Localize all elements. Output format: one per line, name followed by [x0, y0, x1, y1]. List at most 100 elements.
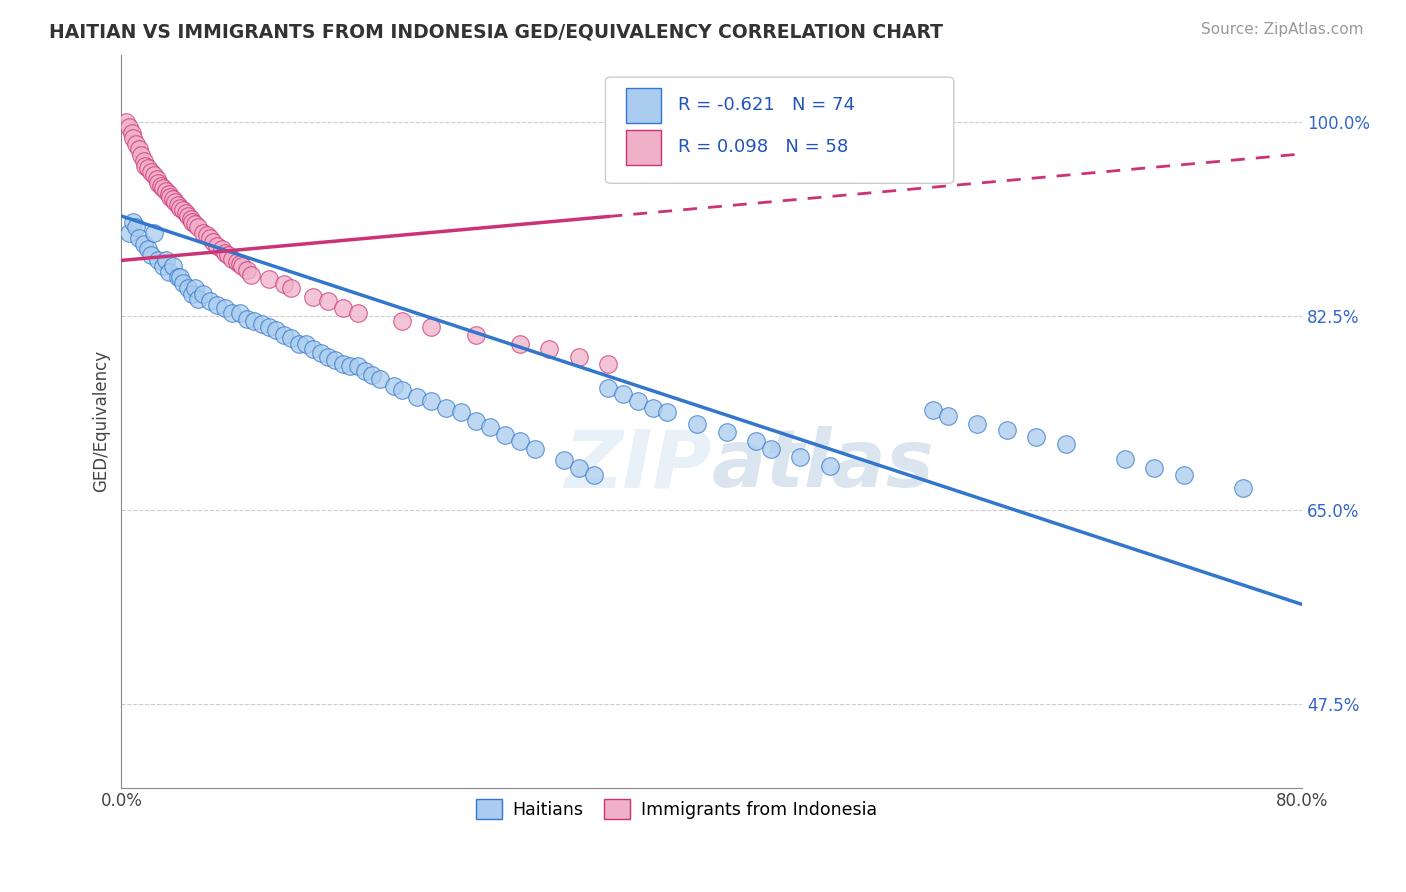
Point — [273, 327, 295, 342]
Point — [494, 427, 516, 442]
Point — [332, 301, 354, 315]
Point — [316, 294, 339, 309]
Point — [118, 226, 141, 240]
Point — [1025, 430, 1047, 444]
Point — [121, 126, 143, 140]
Point — [198, 294, 221, 309]
Text: atlas: atlas — [711, 426, 935, 504]
Point — [115, 114, 138, 128]
Point — [172, 276, 194, 290]
Point — [325, 353, 347, 368]
Point — [641, 401, 664, 415]
Point — [136, 243, 159, 257]
Point — [309, 345, 332, 359]
Point — [384, 379, 406, 393]
Point — [155, 253, 177, 268]
Point — [162, 193, 184, 207]
Point — [391, 384, 413, 398]
Point — [405, 390, 427, 404]
Point — [598, 381, 620, 395]
Point — [538, 342, 561, 356]
Point — [228, 257, 250, 271]
Point — [166, 198, 188, 212]
Point — [221, 305, 243, 319]
Point — [142, 168, 165, 182]
Point — [157, 186, 180, 201]
Point — [214, 245, 236, 260]
Point — [391, 314, 413, 328]
FancyBboxPatch shape — [626, 130, 661, 165]
Text: R = 0.098   N = 58: R = 0.098 N = 58 — [678, 137, 848, 156]
Point — [1054, 436, 1077, 450]
Point — [172, 203, 194, 218]
Point — [122, 131, 145, 145]
Point — [184, 217, 207, 231]
Point — [136, 161, 159, 176]
Point — [280, 281, 302, 295]
Point — [128, 143, 150, 157]
Point — [553, 453, 575, 467]
Point — [228, 305, 250, 319]
Point — [181, 214, 204, 228]
Point — [166, 270, 188, 285]
Point — [191, 226, 214, 240]
Point — [236, 263, 259, 277]
Point — [966, 417, 988, 431]
Point — [266, 323, 288, 337]
Point — [1114, 452, 1136, 467]
Point — [420, 394, 443, 409]
Point — [132, 236, 155, 251]
Point — [273, 277, 295, 291]
Point — [191, 286, 214, 301]
FancyBboxPatch shape — [626, 88, 661, 123]
Point — [509, 336, 531, 351]
FancyBboxPatch shape — [606, 77, 953, 183]
Point — [346, 359, 368, 373]
Text: Source: ZipAtlas.com: Source: ZipAtlas.com — [1201, 22, 1364, 37]
Point — [745, 434, 768, 449]
Point — [302, 290, 325, 304]
Point — [568, 461, 591, 475]
Point — [155, 184, 177, 198]
Point — [125, 220, 148, 235]
Point — [1232, 481, 1254, 495]
Point — [207, 239, 229, 253]
Text: HAITIAN VS IMMIGRANTS FROM INDONESIA GED/EQUIVALENCY CORRELATION CHART: HAITIAN VS IMMIGRANTS FROM INDONESIA GED… — [49, 22, 943, 41]
Point — [922, 403, 945, 417]
Legend: Haitians, Immigrants from Indonesia: Haitians, Immigrants from Indonesia — [470, 792, 884, 827]
Point — [243, 314, 266, 328]
Point — [287, 336, 309, 351]
Point — [236, 312, 259, 326]
Point — [231, 259, 253, 273]
Point — [125, 136, 148, 151]
Point — [420, 320, 443, 334]
Point — [523, 442, 546, 456]
Point — [1173, 467, 1195, 482]
Point — [257, 272, 280, 286]
Point — [509, 434, 531, 449]
Point — [132, 153, 155, 168]
Point — [169, 270, 191, 285]
Point — [180, 212, 202, 227]
Point — [332, 357, 354, 371]
Point — [201, 235, 224, 249]
Point — [187, 220, 209, 235]
Point — [257, 320, 280, 334]
Point — [139, 248, 162, 262]
Point — [368, 372, 391, 386]
Point — [159, 190, 181, 204]
Point — [134, 159, 156, 173]
Point — [302, 342, 325, 356]
Point — [207, 298, 229, 312]
Point — [176, 205, 198, 219]
Point — [339, 359, 361, 373]
Point — [177, 281, 200, 295]
Point — [612, 386, 634, 401]
Point — [217, 248, 239, 262]
Point — [221, 252, 243, 267]
Point — [936, 409, 959, 423]
Point — [142, 226, 165, 240]
Point — [464, 327, 486, 342]
Point — [295, 336, 318, 351]
Point — [150, 179, 173, 194]
